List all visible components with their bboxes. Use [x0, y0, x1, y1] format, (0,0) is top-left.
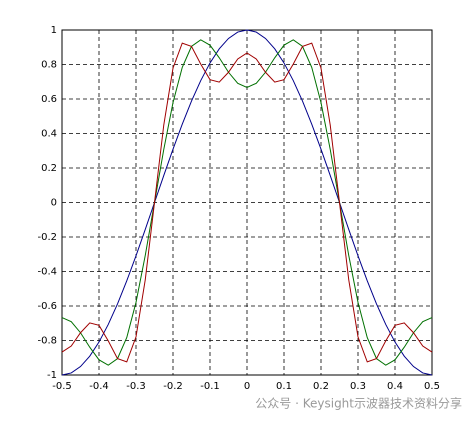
y-tick-label: -1	[47, 370, 57, 381]
x-tick-label: -0.5	[52, 381, 72, 392]
y-tick-label: -0.2	[37, 232, 57, 243]
x-tick-label: 0.3	[350, 381, 366, 392]
watermark: 公众号 · Keysight示波器技术资料分享	[255, 396, 462, 411]
y-tick-label: -0.4	[37, 267, 57, 278]
x-tick-label: -0.3	[126, 381, 146, 392]
x-tick-label: 0.1	[276, 381, 292, 392]
y-tick-label: 0.2	[41, 163, 57, 174]
series-line	[61, 29, 433, 376]
series-line	[61, 42, 433, 363]
y-tick-label: 0.8	[41, 60, 57, 71]
series-line	[61, 39, 433, 366]
x-tick-label: -0.1	[200, 381, 220, 392]
x-tick-label: 0.5	[424, 381, 440, 392]
y-tick-label: 1	[51, 25, 57, 36]
x-tick-label: 0.2	[313, 381, 329, 392]
y-tick-label: 0.4	[41, 129, 57, 140]
x-tick-label: -0.2	[163, 381, 183, 392]
y-tick-label: 0.6	[41, 94, 57, 105]
y-tick-label: -0.8	[37, 336, 57, 347]
y-tick-label: -0.6	[37, 301, 57, 312]
x-tick-label: 0	[244, 381, 250, 392]
y-tick-label: 0	[51, 198, 57, 209]
x-tick-label: -0.4	[89, 381, 109, 392]
x-tick-label: 0.4	[387, 381, 403, 392]
